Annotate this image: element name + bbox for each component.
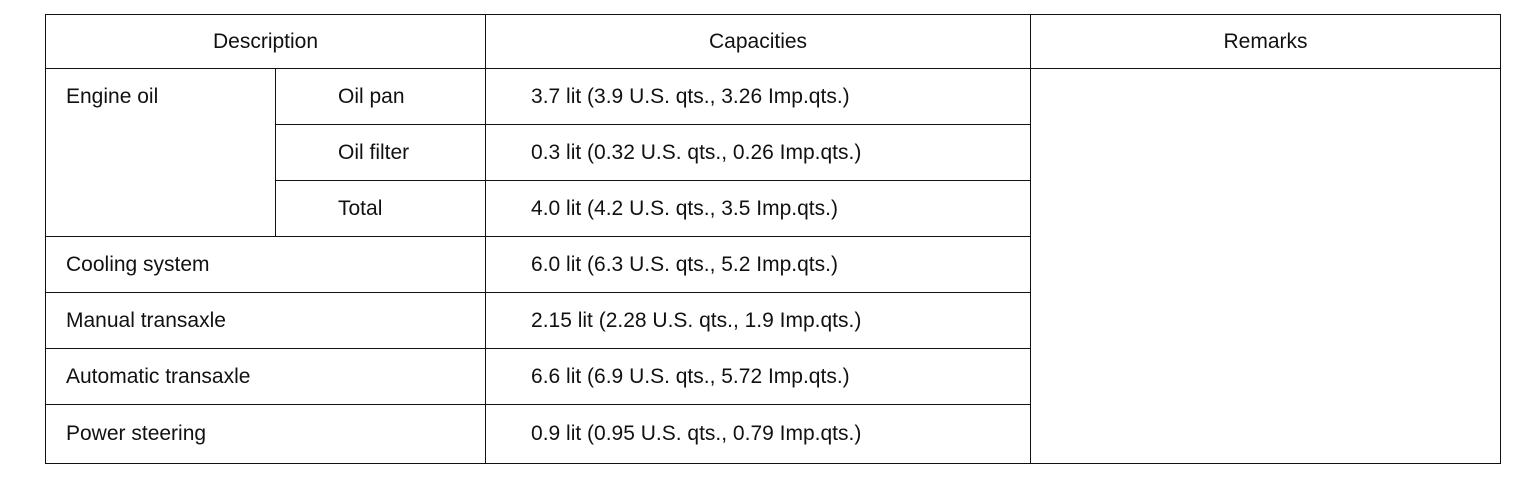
- description: Cooling system: [44, 236, 487, 293]
- capacity: 0.9 lit (0.95 U.S. qts., 0.79 Imp.qts.): [485, 404, 1032, 464]
- sub-label: Oil filter: [274, 124, 487, 181]
- row: Manual transaxle 2.15 lit (2.28 U.S. qts…: [44, 292, 1501, 349]
- capacity: 4.0 lit (4.2 U.S. qts., 3.5 Imp.qts.): [485, 180, 1032, 237]
- header-cell: Description: [44, 14, 487, 69]
- row: Total 4.0 lit (4.2 U.S. qts., 3.5 Imp.qt…: [46, 180, 1501, 237]
- row: Engine oil Oil pan 3.7 lit (3.9 U.S. qts…: [45, 68, 1502, 464]
- row: Power steering 0.9 lit (0.95 U.S. qts., …: [44, 404, 1501, 464]
- row: Automatic transaxle 6.6 lit (6.9 U.S. qt…: [44, 348, 1501, 405]
- header-row: Description Capacities Remarks: [44, 14, 1502, 69]
- remarks-cell: [1030, 68, 1502, 464]
- row: Oil filter 0.3 lit (0.32 U.S. qts., 0.26…: [46, 124, 1501, 181]
- sub-label: Oil pan: [274, 68, 487, 125]
- description: Automatic transaxle: [44, 348, 487, 405]
- row: Cooling system 6.0 lit (6.3 U.S. qts., 5…: [44, 236, 1501, 293]
- group-label: Engine oil: [45, 68, 276, 237]
- capacity: 3.7 lit (3.9 U.S. qts., 3.26 Imp.qts.): [485, 68, 1032, 125]
- capacity-table: Description Capacities Remarks Engine oi…: [44, 14, 1502, 464]
- description: Power steering: [44, 404, 487, 464]
- description: Manual transaxle: [44, 292, 487, 349]
- capacity: 2.15 lit (2.28 U.S. qts., 1.9 Imp.qts.): [485, 292, 1032, 349]
- header-cell: Remarks: [1030, 14, 1502, 69]
- header-cell: Capacities: [485, 14, 1032, 69]
- capacity: 6.6 lit (6.9 U.S. qts., 5.72 Imp.qts.): [485, 348, 1032, 405]
- capacity: 0.3 lit (0.32 U.S. qts., 0.26 Imp.qts.): [485, 124, 1032, 181]
- sub-label: Total: [274, 180, 487, 237]
- capacity: 6.0 lit (6.3 U.S. qts., 5.2 Imp.qts.): [485, 236, 1032, 293]
